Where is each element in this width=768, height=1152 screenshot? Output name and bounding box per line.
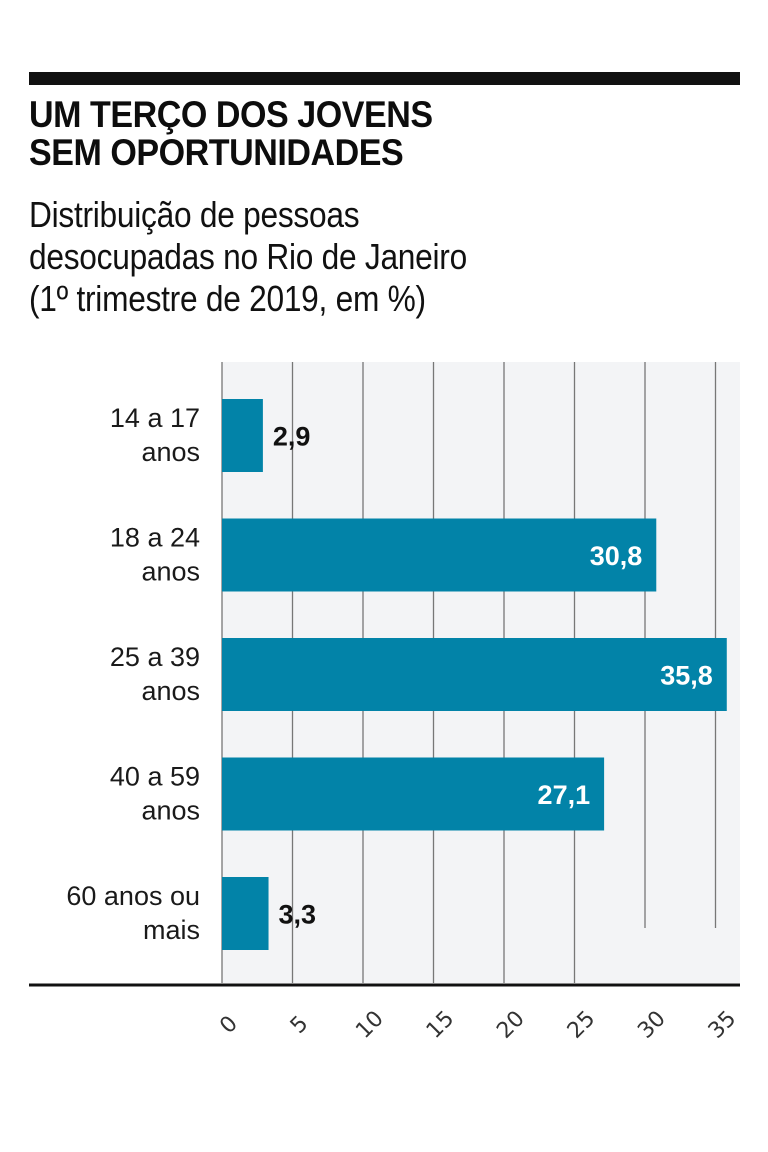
tick-label-10: 10: [351, 1006, 388, 1043]
title-line-2: SEM OPORTUNIDADES: [29, 132, 404, 173]
bar-0: [222, 399, 263, 472]
category-label-2-1: anos: [141, 676, 200, 706]
tick-label-0: 0: [215, 1011, 243, 1039]
category-label-1-1: anos: [141, 557, 200, 587]
subtitle-line-1: Distribuição de pessoas: [29, 194, 360, 235]
bar-3: [222, 757, 605, 831]
tick-label-30: 30: [633, 1006, 670, 1043]
subtitle-line-3: (1º trimestre de 2019, em %): [29, 278, 426, 319]
value-labels: 2,9 30,8 35,8 27,1 3,3: [273, 422, 713, 930]
value-label-1: 30,8: [590, 541, 643, 571]
top-rule: [29, 72, 740, 85]
bars: [222, 399, 727, 950]
category-label-1-0: 18 a 24: [110, 523, 200, 553]
category-label-3-0: 40 a 59: [110, 762, 200, 792]
tick-label-5: 5: [286, 1011, 314, 1039]
tick-label-15: 15: [422, 1006, 459, 1043]
chart-subtitle: Distribuição de pessoas desocupadas no R…: [29, 194, 680, 320]
category-label-2-0: 25 a 39: [110, 642, 200, 672]
x-tick-labels: 0 5 10 15 20 25 30 35: [215, 1006, 741, 1043]
bar-1: [222, 518, 657, 592]
value-label-0: 2,9: [273, 422, 311, 452]
bar-2: [222, 638, 727, 711]
tick-label-35: 35: [704, 1006, 741, 1043]
tick-label-20: 20: [492, 1006, 529, 1043]
category-label-0-0: 14 a 17: [110, 403, 200, 433]
subtitle-line-2: desocupadas no Rio de Janeiro: [29, 236, 467, 277]
category-label-4-0: 60 anos ou: [66, 881, 200, 911]
title-line-1: UM TERÇO DOS JOVENS: [29, 94, 433, 135]
category-label-0-1: anos: [141, 437, 200, 467]
chart-title: UM TERÇO DOS JOVENS SEM OPORTUNIDADES: [29, 96, 691, 172]
tick-label-25: 25: [563, 1006, 600, 1043]
bar-4: [222, 877, 269, 950]
value-label-4: 3,3: [279, 900, 317, 930]
category-label-4-1: mais: [143, 915, 200, 945]
value-label-3: 27,1: [538, 780, 591, 810]
value-label-2: 35,8: [660, 661, 713, 691]
category-labels: 14 a 17 anos 18 a 24 anos 25 a 39 anos 40 a 59…: [66, 403, 200, 945]
category-label-3-1: anos: [141, 796, 200, 826]
